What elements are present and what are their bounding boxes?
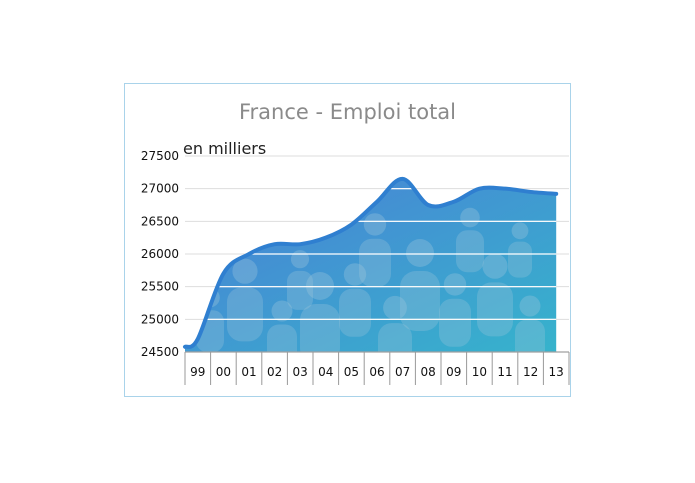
x-tick-label: 99	[190, 365, 205, 379]
x-tick-label: 09	[446, 365, 461, 379]
x-tick-label: 12	[523, 365, 538, 379]
y-tick-label: 24500	[141, 345, 179, 359]
x-tick-label: 04	[318, 365, 333, 379]
y-axis-unit-label: en milliers	[183, 139, 267, 158]
y-tick-label: 26000	[141, 247, 179, 261]
x-tick-label: 01	[241, 365, 256, 379]
series-line	[183, 176, 559, 349]
area-fill	[185, 178, 557, 352]
y-tick-label: 27500	[141, 149, 179, 163]
y-tick-label: 25000	[141, 312, 179, 326]
y-tick-label: 25500	[141, 280, 179, 294]
x-tick-label: 05	[344, 365, 359, 379]
x-tick-label: 06	[369, 365, 384, 379]
x-tick-label: 13	[549, 365, 564, 379]
y-tick-label: 27000	[141, 182, 179, 196]
x-tick-label: 11	[497, 365, 512, 379]
x-tick-label: 08	[421, 365, 436, 379]
x-tick-label: 10	[472, 365, 487, 379]
x-tick-label: 00	[216, 365, 231, 379]
chart-title: France - Emploi total	[238, 100, 457, 124]
x-tick-label: 07	[395, 365, 410, 379]
x-tick-label: 03	[293, 365, 308, 379]
x-tick-label: 02	[267, 365, 282, 379]
y-tick-label: 26500	[141, 214, 179, 228]
